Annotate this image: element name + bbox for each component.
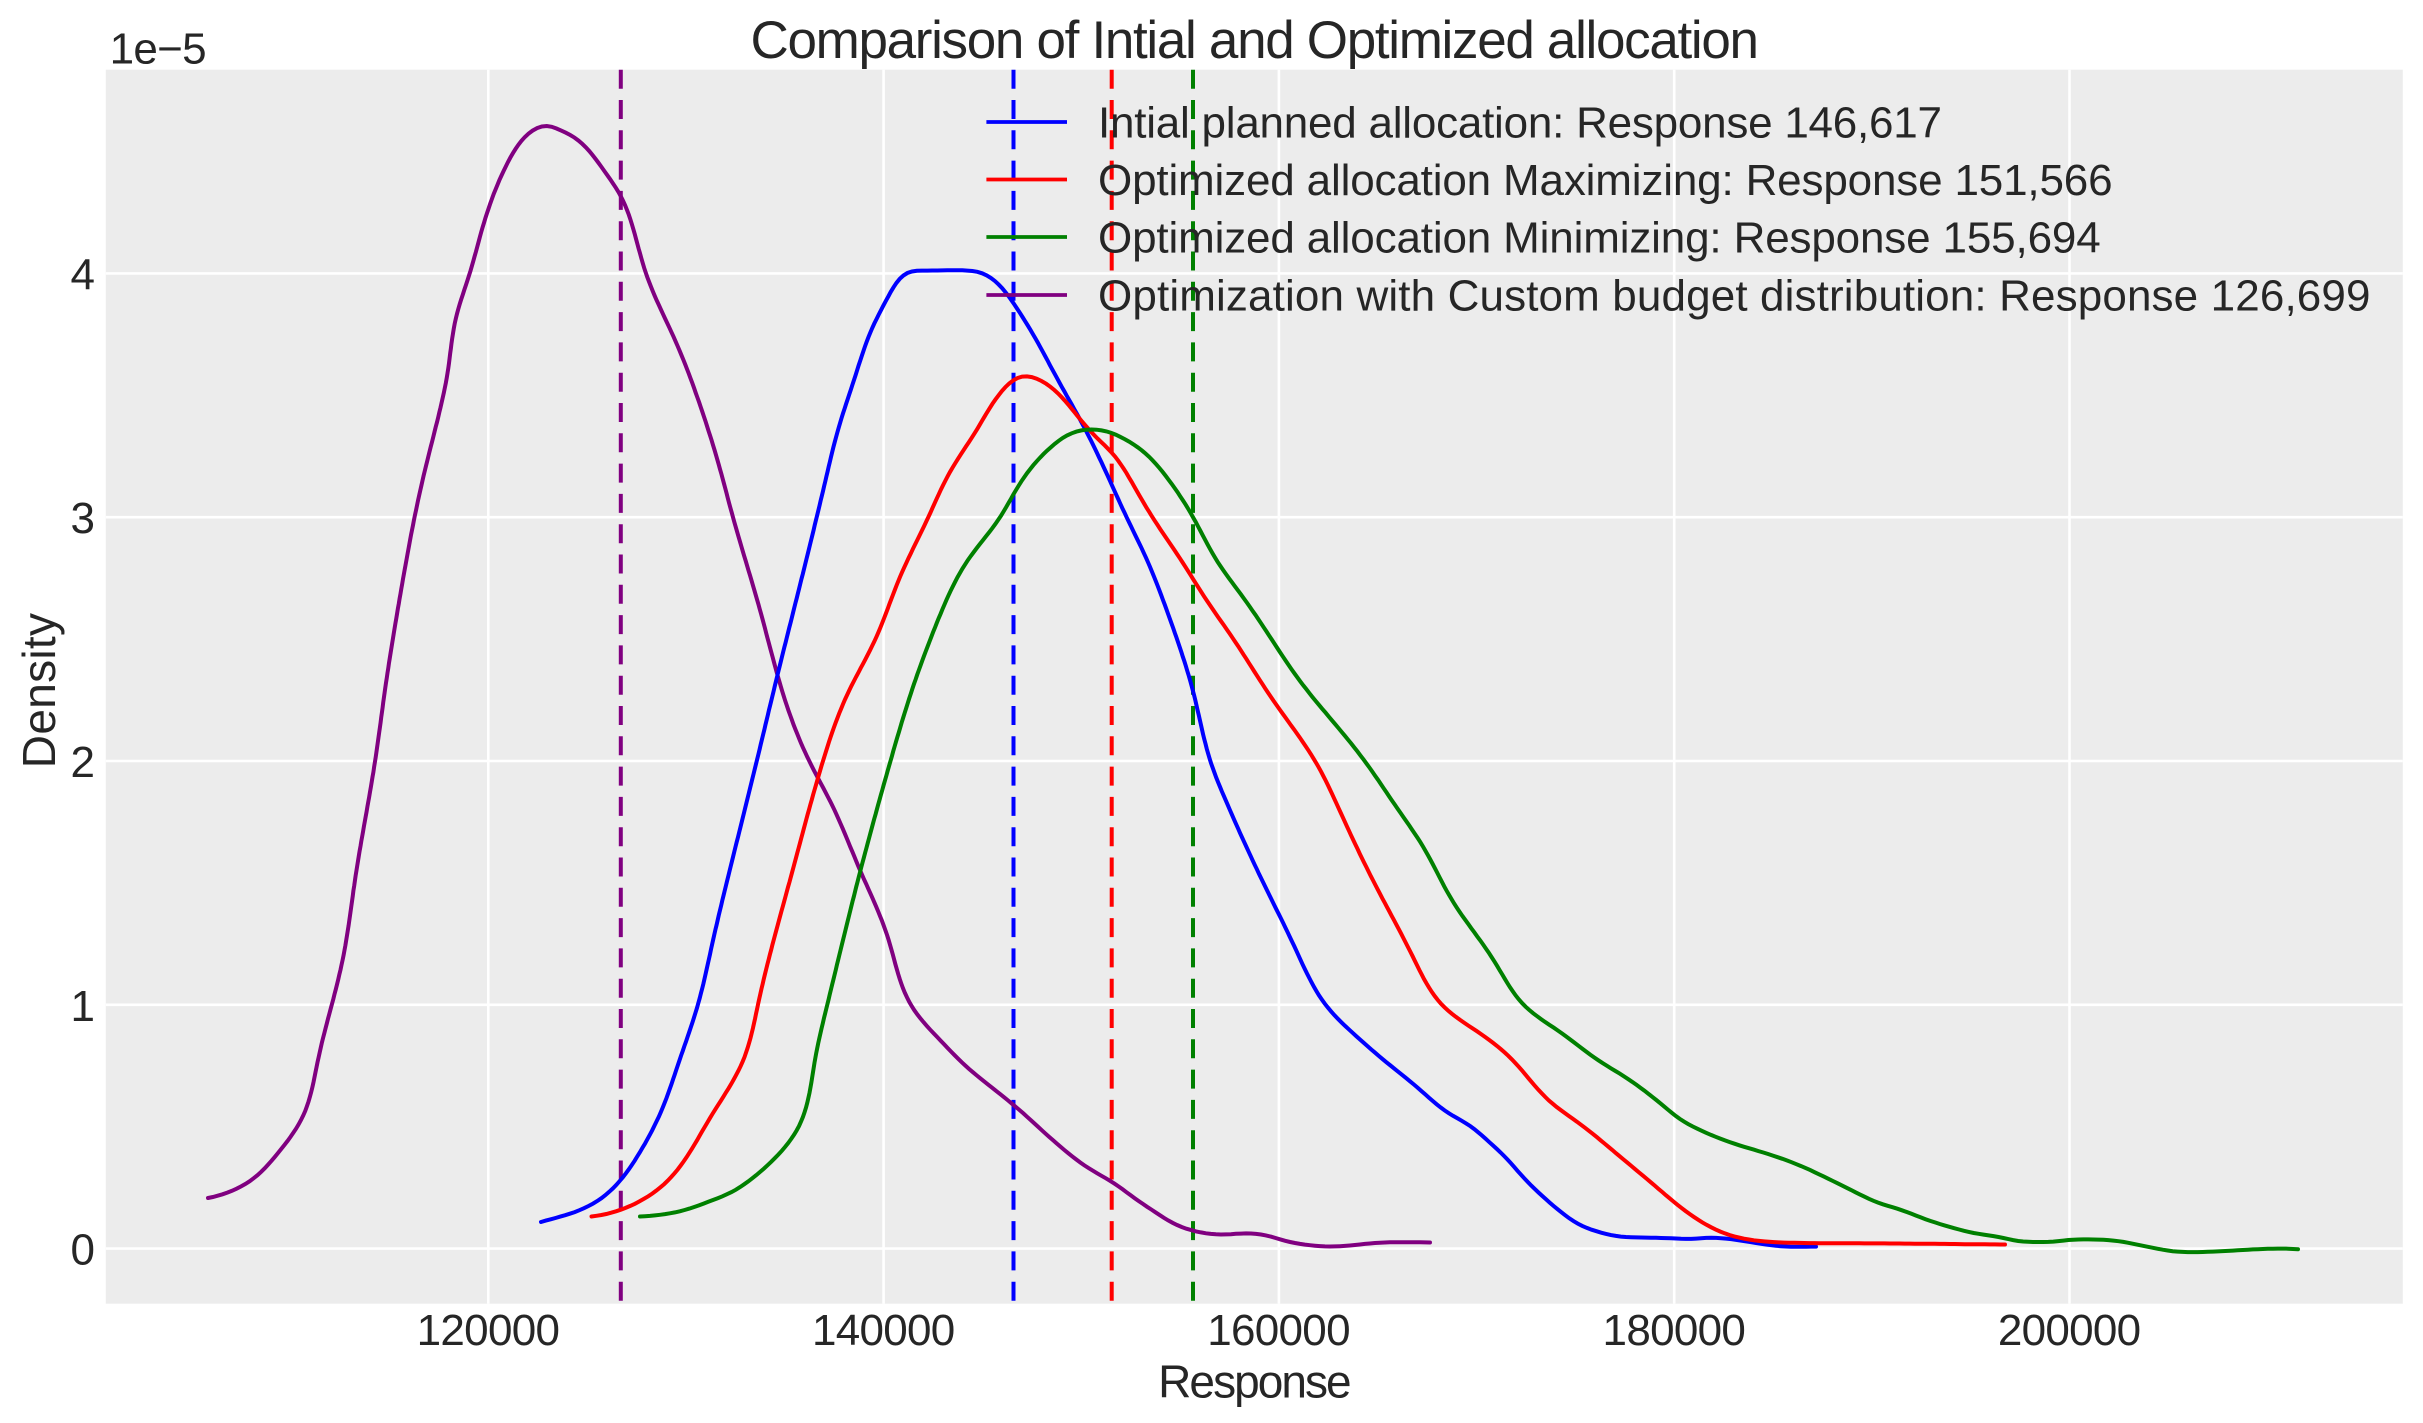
svg-text:Comparison of Intial and Optim: Comparison of Intial and Optimized alloc… <box>751 11 1760 70</box>
svg-text:160000: 160000 <box>1207 1306 1350 1355</box>
svg-text:1e−5: 1e−5 <box>110 24 207 73</box>
svg-text:4: 4 <box>71 250 95 299</box>
svg-text:1: 1 <box>71 982 95 1031</box>
svg-text:Optimized allocation Minimizin: Optimized allocation Minimizing: Respons… <box>1098 214 2101 263</box>
svg-text:Optimization with Custom budge: Optimization with Custom budget distribu… <box>1098 272 2371 321</box>
svg-text:180000: 180000 <box>1603 1306 1746 1355</box>
svg-text:120000: 120000 <box>417 1306 560 1355</box>
svg-text:Response: Response <box>1158 1355 1352 1407</box>
svg-text:Intial planned allocation: Res: Intial planned allocation: Response 146,… <box>1098 99 1942 148</box>
svg-text:140000: 140000 <box>812 1306 955 1355</box>
svg-text:3: 3 <box>71 494 95 543</box>
svg-text:Density: Density <box>13 613 65 768</box>
svg-text:2: 2 <box>71 738 95 787</box>
svg-text:0: 0 <box>71 1226 95 1275</box>
svg-text:200000: 200000 <box>1998 1306 2141 1355</box>
svg-text:Optimized allocation Maximizin: Optimized allocation Maximizing: Respons… <box>1098 156 2113 205</box>
